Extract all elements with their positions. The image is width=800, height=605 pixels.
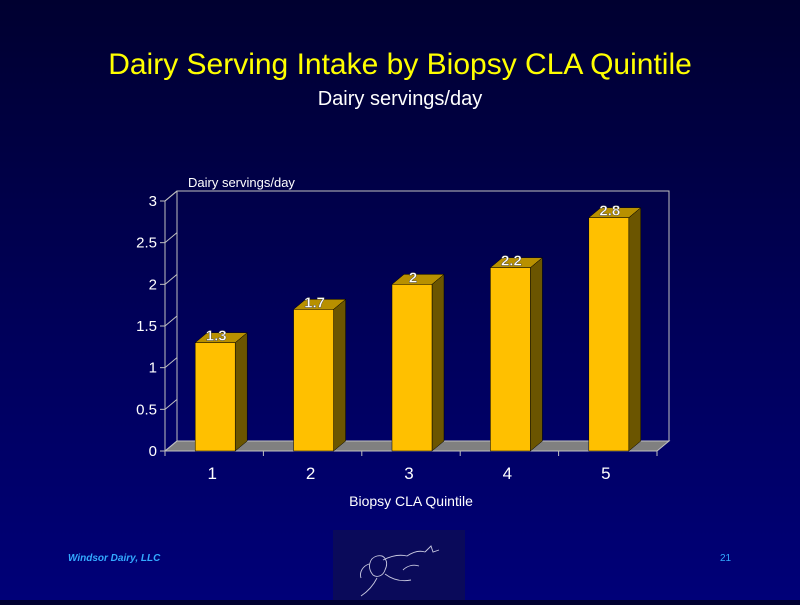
- bar: [293, 309, 334, 452]
- y-tick-label: 1.5: [136, 318, 157, 335]
- x-tick-label: 1: [207, 464, 216, 483]
- data-label: 1.7: [304, 294, 325, 311]
- page-number: 21: [720, 553, 732, 564]
- bar: [588, 217, 630, 452]
- x-tick-label: 4: [503, 464, 512, 483]
- y-tick-depth: [164, 398, 178, 410]
- y-tick-depth: [164, 357, 178, 369]
- slide-subtitle: Dairy servings/day: [317, 88, 483, 110]
- y-tick-depth: [164, 315, 178, 327]
- y-tick-label: 2.5: [136, 235, 157, 252]
- footer-company: Windsor Dairy, LLC: [68, 553, 161, 564]
- bar-side: [234, 332, 248, 452]
- y-tick-label: 1: [149, 360, 157, 377]
- data-label: 2: [409, 269, 417, 286]
- bar: [490, 267, 531, 452]
- bar-side: [333, 298, 346, 452]
- y-tick-label: 0.5: [136, 401, 157, 418]
- data-label: 2.2: [501, 253, 522, 270]
- x-tick-label: 2: [306, 464, 315, 483]
- x-tick-label: 3: [404, 464, 413, 483]
- slide-title: Dairy Serving Intake by Biopsy CLA Quint…: [108, 48, 692, 81]
- bar: [194, 342, 236, 452]
- y-tick-label: 0: [149, 443, 157, 460]
- y-tick-label: 3: [149, 193, 157, 210]
- bar-side: [628, 207, 642, 452]
- bar-side: [530, 257, 543, 452]
- y-tick-depth: [164, 232, 178, 244]
- y-tick-depth: [164, 440, 178, 452]
- bar-side: [431, 273, 445, 452]
- x-axis-label: Biopsy CLA Quintile: [349, 493, 473, 509]
- x-tick-label: 5: [601, 464, 610, 483]
- bar: [391, 284, 433, 452]
- data-label: 2.8: [599, 203, 620, 220]
- y-tick-depth: [164, 190, 178, 202]
- data-label: 1.3: [206, 328, 227, 345]
- y-tick-depth: [164, 273, 178, 285]
- y-axis-label: Dairy servings/day: [188, 175, 295, 190]
- y-tick-label: 2: [149, 276, 157, 293]
- windsor-dairy-logo: [333, 530, 465, 600]
